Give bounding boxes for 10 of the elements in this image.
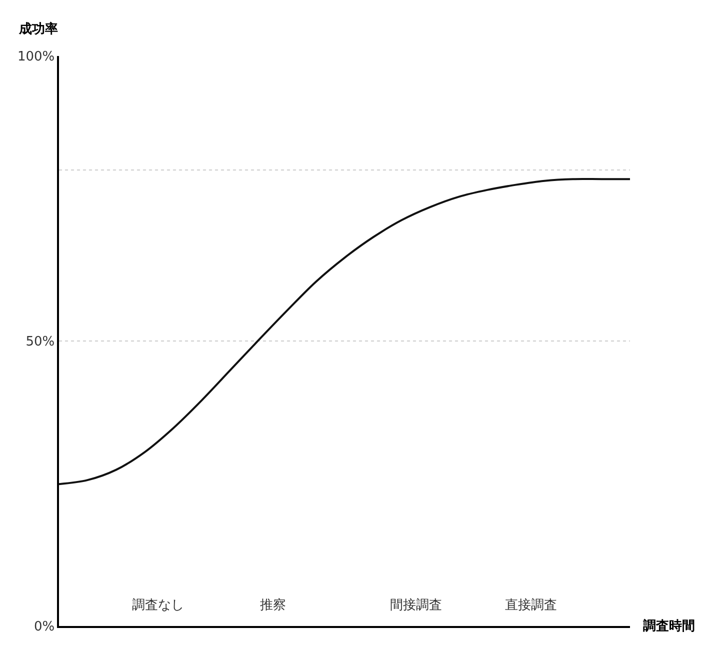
line-series [59,178,630,486]
y-tick-label: 100% [17,50,55,65]
y-tick-label: 50% [26,334,55,350]
y-axis-title: 成功率 [18,21,58,37]
annotation: 推察 [260,597,286,613]
annotation: 調査なし [132,598,184,613]
annotation: 直接調査 [505,598,557,613]
annotation: 間接調査 [390,598,442,613]
x-axis-title: 調査時間 [643,618,695,634]
y-tick-label: 0% [34,620,55,635]
